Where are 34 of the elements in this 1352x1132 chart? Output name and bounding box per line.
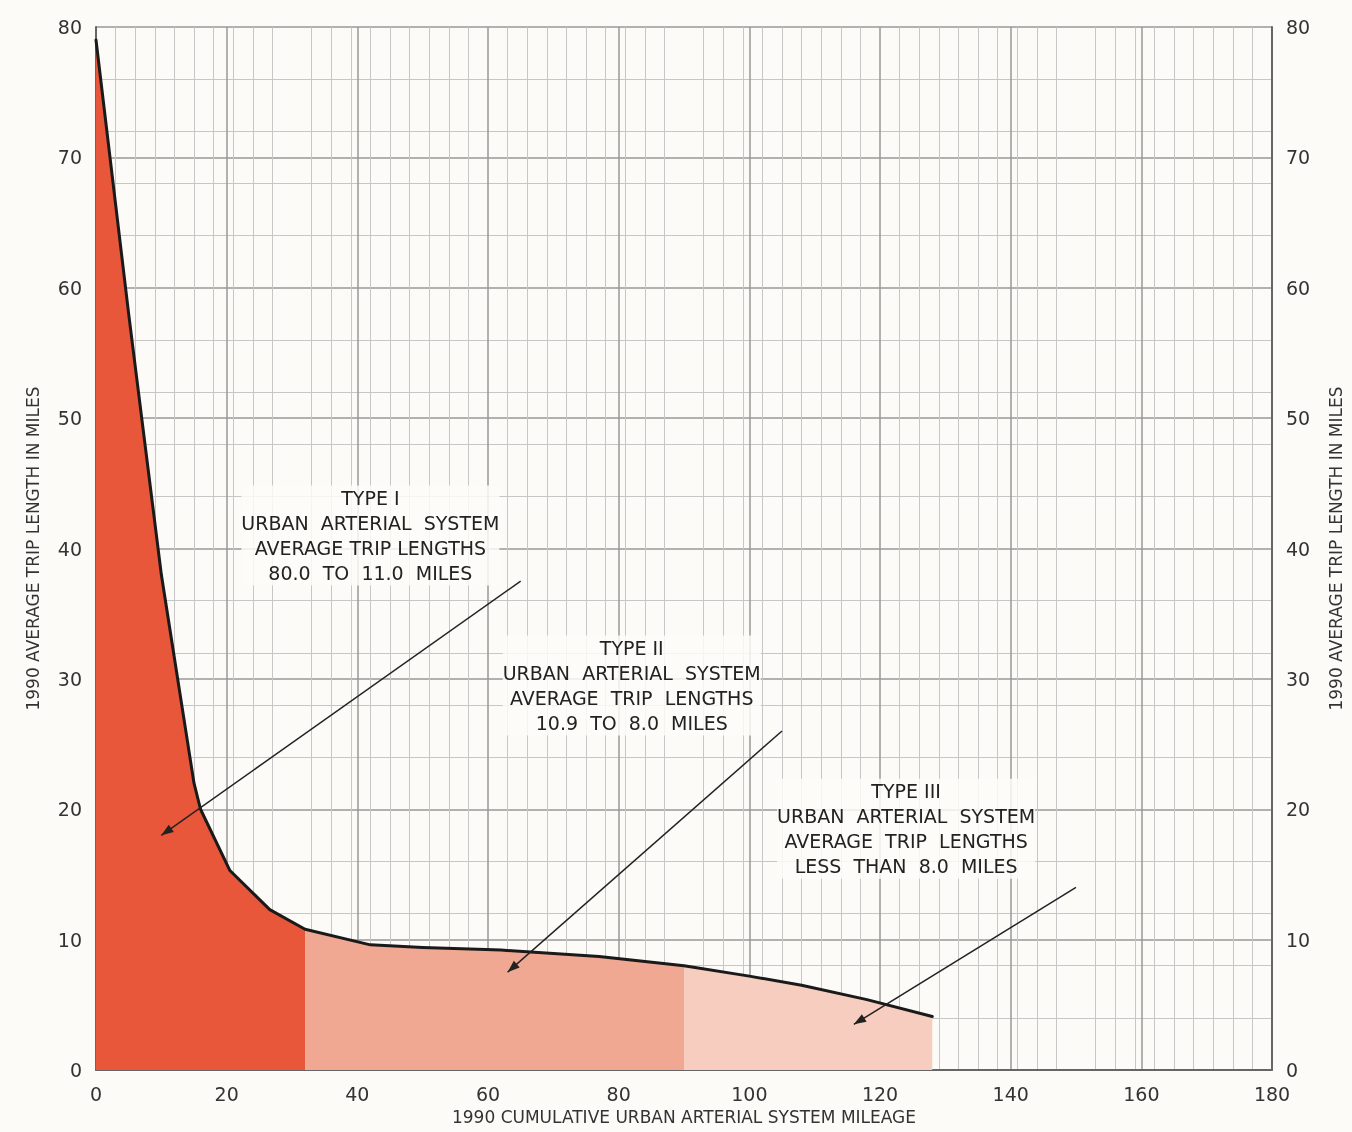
annotation: TYPE III URBAN ARTERIAL SYSTEM AVERAGE TRIP LENGTHS LESS THAN 8.0 MILES [777, 780, 1036, 878]
y2-tick-label: 70 [1286, 146, 1311, 169]
x-tick-label: 180 [1253, 1082, 1291, 1105]
y2-tick-label: 60 [1286, 276, 1311, 299]
y2-tick-label: 80 [1286, 16, 1311, 38]
y-tick-label: 40 [57, 537, 82, 560]
x-tick-label: 0 [89, 1082, 103, 1105]
y2-axis-title: 1990 AVERAGE TRIP LENGTH IN MILES [1325, 386, 1346, 711]
y-tick-label: 20 [57, 798, 82, 821]
y-tick-label: 60 [57, 276, 82, 299]
x-tick-label: 60 [475, 1082, 501, 1105]
y2-tick-label: 50 [1286, 407, 1311, 430]
y2-tick-label: 10 [1286, 928, 1311, 951]
x-tick-label: 20 [214, 1082, 239, 1105]
y-tick-label: 70 [57, 146, 82, 169]
annotation: TYPE I URBAN ARTERIAL SYSTEM AVERAGE TRIP LENGTHS 80.0 TO 11.0 MILES [241, 486, 500, 584]
y-tick-label: 80 [57, 16, 82, 38]
annotation: TYPE II URBAN ARTERIAL SYSTEM AVERAGE TRIP LENGTHS 10.9 TO 8.0 MILES [502, 636, 761, 734]
x-tick-label: 160 [1123, 1082, 1160, 1105]
y-tick-label: 10 [57, 928, 82, 951]
y2-tick-label: 0 [1286, 1059, 1299, 1081]
x-tick-label: 40 [345, 1082, 370, 1105]
x-tick-label: 120 [861, 1082, 899, 1105]
y2-tick-label: 20 [1286, 798, 1311, 821]
y-axis-title: 1990 AVERAGE TRIP LENGTH IN MILES [22, 386, 43, 711]
x-tick-label: 100 [731, 1082, 768, 1105]
y2-tick-label: 40 [1286, 537, 1311, 560]
y-tick-label: 30 [57, 667, 82, 690]
y2-tick-label: 30 [1286, 667, 1311, 690]
x-tick-label: 80 [606, 1082, 631, 1105]
y-tick-label: 0 [69, 1059, 82, 1081]
x-tick-label: 140 [992, 1082, 1029, 1105]
x-axis-title: 1990 CUMULATIVE URBAN ARTERIAL SYSTEM MILEAGE [451, 1106, 917, 1127]
y-tick-label: 50 [57, 407, 82, 430]
